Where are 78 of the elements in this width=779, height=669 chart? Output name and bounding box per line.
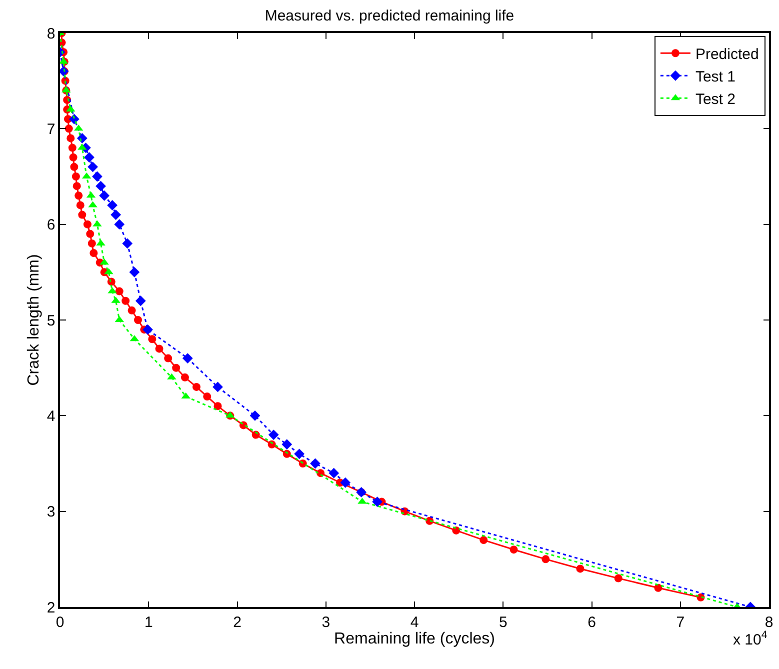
- point: [172, 364, 180, 372]
- legend-label: Test 1: [695, 68, 736, 86]
- point: [614, 574, 622, 582]
- point: [282, 439, 292, 450]
- point: [180, 373, 189, 382]
- point: [115, 287, 124, 296]
- point: [68, 144, 76, 152]
- point: [76, 201, 84, 210]
- point: [76, 133, 88, 144]
- point: [96, 180, 106, 192]
- x-tick-label: 8: [764, 614, 774, 631]
- legend-label: Predicted: [695, 46, 759, 63]
- x-tick-label: 0: [56, 614, 64, 631]
- point: [72, 182, 81, 190]
- point: [372, 496, 382, 507]
- point: [164, 354, 172, 362]
- y-tick-label: 3: [46, 504, 56, 521]
- point: [70, 162, 78, 171]
- y-tick-label: 6: [46, 216, 56, 234]
- x-axis-title: Remaining life (cycles): [334, 630, 495, 648]
- x-tick-label: 2: [233, 614, 242, 631]
- point: [250, 410, 260, 421]
- point: [542, 555, 550, 564]
- point: [268, 430, 279, 440]
- point: [66, 134, 75, 142]
- point: [203, 392, 212, 401]
- point: [155, 344, 164, 353]
- point: [88, 162, 98, 172]
- point: [340, 477, 351, 488]
- point: [122, 238, 133, 249]
- point: [83, 220, 92, 228]
- point: [328, 468, 340, 478]
- point: [129, 266, 140, 278]
- y-tick-label: 7: [46, 120, 56, 138]
- point: [310, 458, 320, 469]
- x-tick-label: 3: [322, 614, 330, 631]
- x-tick-label: 4: [410, 614, 419, 631]
- point: [214, 402, 222, 410]
- x-tick-label: 5: [498, 614, 508, 631]
- point: [128, 306, 136, 314]
- point: [294, 448, 304, 460]
- point: [212, 382, 223, 392]
- point: [576, 564, 584, 573]
- y-tick-label: 4: [46, 408, 56, 425]
- point: [72, 172, 80, 180]
- y-axis-title: Crack length (mm): [25, 254, 42, 386]
- x-tick-label: 1: [144, 614, 153, 631]
- point: [654, 584, 662, 592]
- point: [78, 210, 86, 219]
- point: [134, 316, 142, 324]
- text: x 10$^{4}$: [733, 629, 768, 648]
- x-tick-label: 6: [588, 614, 596, 631]
- point: [182, 353, 193, 364]
- point: [510, 546, 518, 554]
- chart-title: Measured vs. predicted remaining life: [264, 8, 514, 25]
- point: [88, 239, 96, 248]
- point: [110, 210, 122, 220]
- x-tick-label: 7: [676, 614, 685, 631]
- point: [480, 536, 488, 544]
- y-tick-label: 8: [46, 25, 56, 42]
- y-tick-label: 5: [46, 312, 56, 330]
- point: [148, 335, 156, 344]
- point: [92, 171, 102, 182]
- point: [122, 296, 130, 305]
- point: [99, 190, 110, 201]
- point: [74, 192, 83, 200]
- point: [107, 200, 118, 210]
- point: [90, 249, 98, 258]
- legend-label: Test 2: [695, 90, 736, 108]
- point: [69, 153, 78, 162]
- point: [192, 382, 200, 391]
- point: [64, 124, 73, 133]
- point: [135, 296, 146, 306]
- point: [86, 230, 94, 238]
- y-tick-label: 2: [46, 599, 56, 616]
- point: [114, 219, 125, 230]
- point: [84, 152, 94, 163]
- point: [142, 324, 153, 335]
